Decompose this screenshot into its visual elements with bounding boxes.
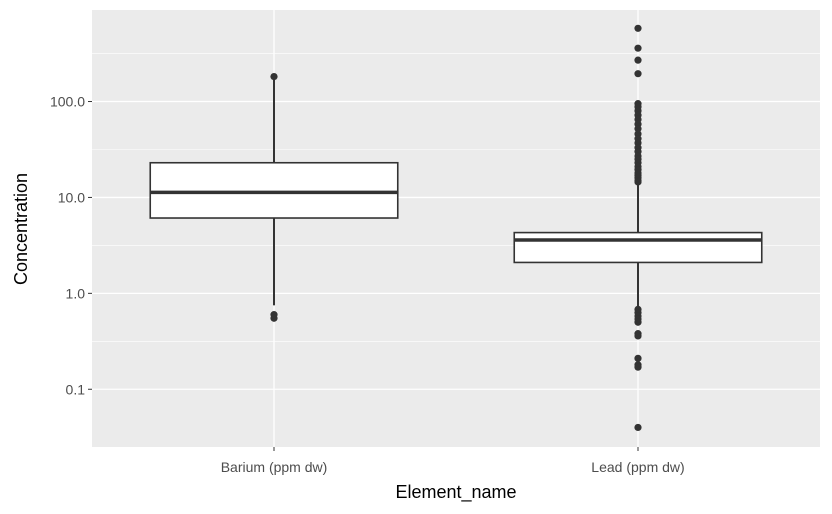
y-tick-label: 10.0 xyxy=(58,189,85,205)
y-tick-label: 100.0 xyxy=(50,94,85,110)
box-group xyxy=(513,24,763,432)
outlier-point xyxy=(634,354,642,362)
boxes xyxy=(149,24,763,432)
x-tick-label: Barium (ppm dw) xyxy=(221,459,328,475)
box-group xyxy=(149,72,399,322)
outlier-point xyxy=(634,363,642,371)
outlier-point xyxy=(634,70,642,78)
x-axis-title: Element_name xyxy=(395,482,516,503)
outlier-point xyxy=(634,178,642,186)
y-tick-label: 0.1 xyxy=(66,381,86,397)
y-tick-label: 1.0 xyxy=(66,285,86,301)
outlier-point xyxy=(270,72,278,81)
outlier-point xyxy=(270,314,278,322)
box-iqr xyxy=(149,161,399,219)
plot-panel xyxy=(92,10,820,447)
outlier-point xyxy=(634,332,642,340)
axes: 0.1 1.0 10.0 100.0 Barium (ppm dw) Lead (ppm … xyxy=(50,94,685,475)
outlier-point xyxy=(634,423,642,432)
box-iqr xyxy=(513,231,763,264)
x-tick-label: Lead (ppm dw) xyxy=(591,459,684,475)
outlier-point xyxy=(634,56,642,64)
outlier-point xyxy=(634,24,642,32)
y-axis-title: Concentration xyxy=(11,173,31,285)
outlier-point xyxy=(634,44,642,52)
outlier-point xyxy=(634,125,642,133)
outlier-point xyxy=(634,318,642,326)
